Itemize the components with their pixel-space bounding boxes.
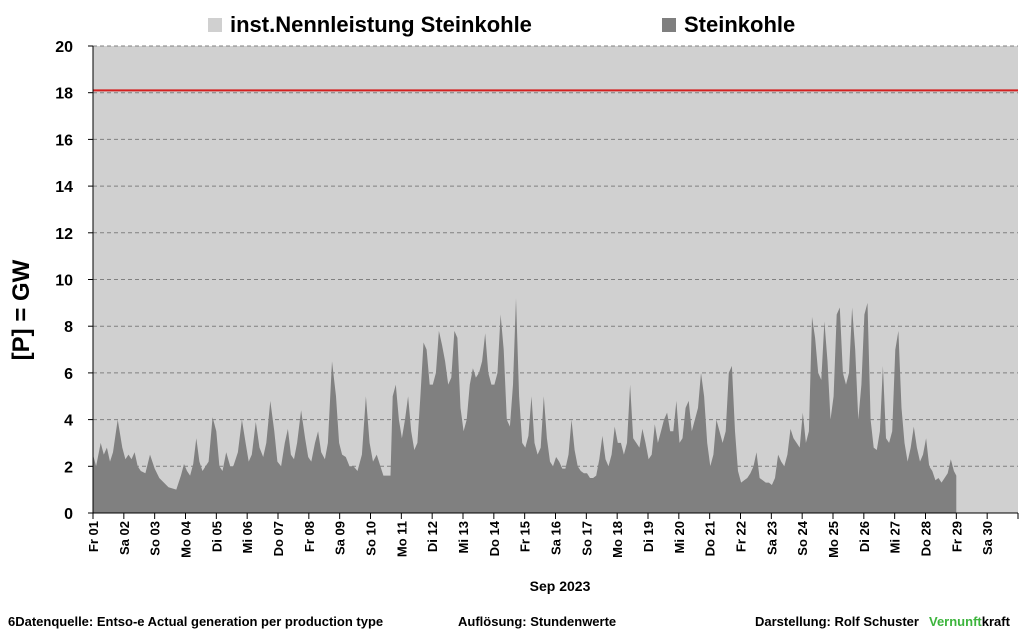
x-tick-label: Mi 13 [456, 521, 471, 554]
y-tick-label: 18 [55, 86, 73, 103]
x-tick-label: Fr 01 [86, 521, 101, 552]
x-tick-label: So 03 [148, 521, 163, 556]
x-tick-label: Di 05 [209, 521, 224, 552]
x-tick-label: Mo 04 [179, 520, 194, 558]
x-tick-label: Do 21 [703, 521, 718, 556]
y-tick-label: 20 [55, 39, 73, 56]
x-tick-label: Fr 15 [518, 521, 533, 552]
y-tick-label: 8 [64, 319, 73, 336]
x-tick-label: Sa 23 [764, 521, 779, 555]
y-axis-title-text: [P] = GW [8, 259, 35, 361]
x-tick-label: Di 12 [425, 521, 440, 552]
x-tick-label: Fr 29 [949, 521, 964, 552]
footer-resolution: Auflösung: Stundenwerte [458, 614, 617, 629]
legend-label-capacity: inst.Nennleistung Steinkohle [230, 12, 532, 37]
legend-swatch-capacity [208, 18, 222, 32]
x-tick-label: Sa 02 [117, 521, 132, 555]
legend-label-generation: Steinkohle [684, 12, 796, 37]
x-tick-label: So 10 [364, 521, 379, 556]
y-tick-label: 10 [55, 273, 73, 290]
x-tick-label: Fr 22 [734, 521, 749, 552]
x-tick-label: Mo 25 [826, 521, 841, 558]
legend-item-capacity: inst.Nennleistung Steinkohle [208, 10, 532, 40]
x-tick-label: Do 14 [487, 520, 502, 556]
axes [88, 45, 1019, 519]
x-tick-label: Sa 30 [980, 521, 995, 555]
x-tick-label: Mo 18 [610, 521, 625, 558]
x-tick-label: Mi 27 [888, 521, 903, 554]
x-tick-label: So 24 [795, 520, 810, 555]
y-tick-label: 2 [64, 459, 73, 476]
brand-part-green: Vernunft [929, 614, 982, 629]
footer-author: Darstellung: Rolf Schuster [755, 614, 919, 629]
x-tick-label: Fr 08 [302, 521, 317, 552]
y-tick-label: 6 [64, 366, 73, 383]
x-tick-label: Mo 11 [394, 521, 409, 557]
gridlines [93, 45, 1018, 467]
x-tick-label: Do 07 [271, 521, 286, 556]
x-tick-label: So 17 [579, 521, 594, 556]
footer-source: 6Datenquelle: Entso-e Actual generation … [8, 614, 384, 629]
y-tick-label: 0 [64, 506, 73, 523]
x-tick-label: Mi 06 [240, 521, 255, 554]
y-tick-label: 14 [55, 179, 73, 196]
footer-brand: Vernunftkraft [929, 614, 1010, 629]
series-area-steinkohle [93, 298, 957, 513]
x-tick-label: Sa 16 [549, 521, 564, 555]
x-tick-labels: Fr 01 Sa 02 So 03 Mo 04 Di 05 Mi 06 Do 07 Fr 08… [86, 520, 995, 558]
y-tick-label: 4 [64, 413, 73, 430]
x-tick-label: Sa 09 [333, 521, 348, 555]
y-tick-labels: 0 2 4 6 8 10 12 14 16 18 20 [55, 39, 73, 523]
legend-swatch-generation [662, 18, 676, 32]
x-tick-label: Di 19 [641, 521, 656, 552]
x-tick-label: Di 26 [857, 521, 872, 552]
y-tick-label: 12 [55, 226, 73, 243]
x-axis-title: Sep 2023 [529, 578, 591, 594]
y-axis-title: [P] = GW [2, 230, 42, 390]
brand-part-black: kraft [981, 614, 1010, 629]
legend-item-generation: Steinkohle [662, 10, 795, 40]
x-tick-label: Do 28 [919, 521, 934, 556]
x-tick-label: Mi 20 [672, 521, 687, 554]
y-tick-label: 16 [55, 132, 73, 149]
